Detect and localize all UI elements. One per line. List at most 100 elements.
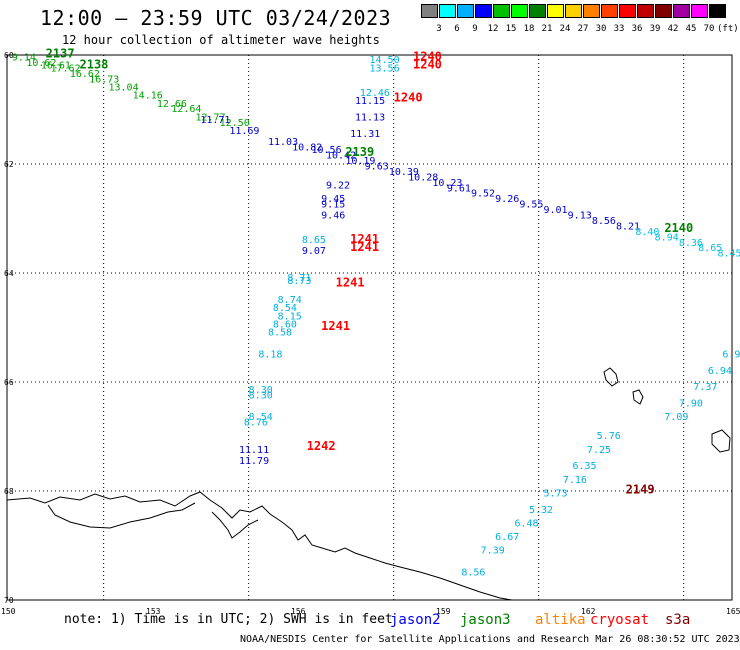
satellite-legend-item: cryosat — [590, 612, 650, 628]
satellite-legend-item: jason2 — [390, 612, 441, 628]
colorbar-label: 9 — [472, 24, 478, 34]
swh-value: 10.62 — [26, 58, 56, 69]
swh-value: 11.69 — [229, 126, 259, 137]
swh-value: 8.73 — [287, 276, 311, 287]
colorbar-swatch — [619, 4, 636, 18]
swh-value: 8.54 — [249, 412, 273, 423]
swh-value: 8.36 — [679, 238, 703, 249]
colorbar-label: 12 — [487, 24, 499, 34]
swh-value: 11.11 — [239, 445, 269, 456]
swh-value: 9.07 — [302, 246, 326, 257]
time-label: 2137 — [46, 47, 75, 61]
swh-value: 12.66 — [157, 99, 187, 110]
swh-value: 12.46 — [360, 88, 390, 99]
swh-value: 10.82 — [292, 142, 322, 153]
swh-value: 8.21 — [616, 221, 640, 232]
footer-credit: NOAA/NESDIS Center for Satellite Applica… — [240, 634, 740, 645]
swh-value: 8.40 — [635, 227, 659, 238]
colorbar-label: 33 — [613, 24, 625, 34]
colorbar-label: 3 — [436, 24, 442, 34]
time-labels: 2137213821392140124012401240124112411241… — [46, 47, 694, 497]
colorbar-swatch — [547, 4, 564, 18]
swh-value: 10.39 — [389, 167, 419, 178]
swh-value: 6.35 — [573, 461, 597, 472]
time-label: 1241 — [350, 232, 379, 246]
antarctic-coastline — [6, 367, 731, 601]
swh-value: 8.56 — [592, 216, 616, 227]
colorbar-label: 24 — [559, 24, 571, 34]
swh-value: 7.90 — [679, 399, 703, 410]
colorbar-swatch — [493, 4, 510, 18]
time-label: 1240 — [413, 58, 442, 72]
colorbar-swatch — [673, 4, 690, 18]
swh-value: 9.22 — [326, 181, 350, 192]
swh-value: 9.52 — [471, 189, 495, 200]
island-c — [711, 429, 731, 453]
colorbar-label: 21 — [541, 24, 553, 34]
swh-value: 7.09 — [664, 412, 688, 423]
lon-tick-label: 162 — [581, 607, 596, 616]
swh-value: 11.03 — [268, 137, 298, 148]
swh-value: 9.45 — [321, 194, 345, 205]
lat-tick-label: 62 — [4, 160, 14, 169]
lat-tick-label: 64 — [4, 269, 14, 278]
swh-value: 6.94 — [722, 349, 740, 360]
colorbar-label: 45 — [685, 24, 697, 34]
swh-value: 8.15 — [278, 311, 302, 322]
time-label: 1241 — [350, 240, 379, 254]
colorbar-swatch — [637, 4, 654, 18]
swh-value: 7.39 — [481, 546, 505, 557]
lon-tick-label: 156 — [291, 607, 306, 616]
colorbar-label: 6 — [454, 24, 460, 34]
colorbar-swatch — [421, 4, 438, 18]
swh-value: 10.56 — [312, 145, 342, 156]
lat-tick-label: 60 — [4, 51, 14, 60]
swh-value: 13.04 — [109, 82, 139, 93]
swh-value: 11.71 — [200, 115, 230, 126]
colorbar-swatch — [601, 4, 618, 18]
swh-value: 9.46 — [321, 211, 345, 222]
swh-value: 16.62 — [70, 69, 100, 80]
colorbar-label: (ft) — [717, 24, 739, 34]
time-label: 1240 — [394, 90, 423, 104]
swh-value: 9.15 — [321, 200, 345, 211]
coastline — [6, 491, 513, 601]
colorbar-label: 15 — [505, 24, 517, 34]
swh-value: 9.55 — [519, 200, 543, 211]
swh-value: 13.56 — [370, 63, 400, 74]
time-label: 1241 — [321, 319, 350, 333]
swh-value: 11.79 — [239, 456, 269, 467]
swh-value: 8.74 — [278, 295, 302, 306]
swh-value: 10.42 — [326, 151, 356, 162]
swh-value: 11.13 — [355, 112, 385, 123]
colorbar-swatch — [565, 4, 582, 18]
coastline-peninsula — [211, 511, 259, 539]
colorbar-label: 18 — [523, 24, 535, 34]
island-a — [603, 367, 619, 387]
colorbar-label: 36 — [631, 24, 643, 34]
satellite-legend-item: altika — [535, 612, 586, 628]
coastline-inner — [47, 502, 196, 529]
swh-value: 11.15 — [355, 96, 385, 107]
swh-value: 8.18 — [258, 349, 282, 360]
colorbar-swatch — [691, 4, 708, 18]
colorbar-swatch — [529, 4, 546, 18]
swh-value: 16.73 — [89, 74, 119, 85]
swh-value: 6.94 — [708, 366, 732, 377]
swh-value: 10.28 — [408, 172, 438, 183]
swh-value: 9.26 — [495, 194, 519, 205]
colorbar-swatch — [511, 4, 528, 18]
swh-value: 8.45 — [718, 249, 740, 260]
swh-value: 9.01 — [544, 205, 568, 216]
colorbar-swatch — [583, 4, 600, 18]
swh-value: 8.30 — [249, 390, 273, 401]
swh-value: 8.94 — [655, 232, 679, 243]
graticule: 60 62 64 66 68 70 150 153 156 159 162 165 — [1, 51, 740, 616]
lon-tick-label: 159 — [436, 607, 451, 616]
swh-value: 6.67 — [495, 532, 519, 543]
colorbar-swatch — [655, 4, 672, 18]
swh-value: 14.50 — [370, 55, 400, 66]
swh-value: 14.16 — [133, 91, 163, 102]
time-label: 1241 — [336, 276, 365, 290]
